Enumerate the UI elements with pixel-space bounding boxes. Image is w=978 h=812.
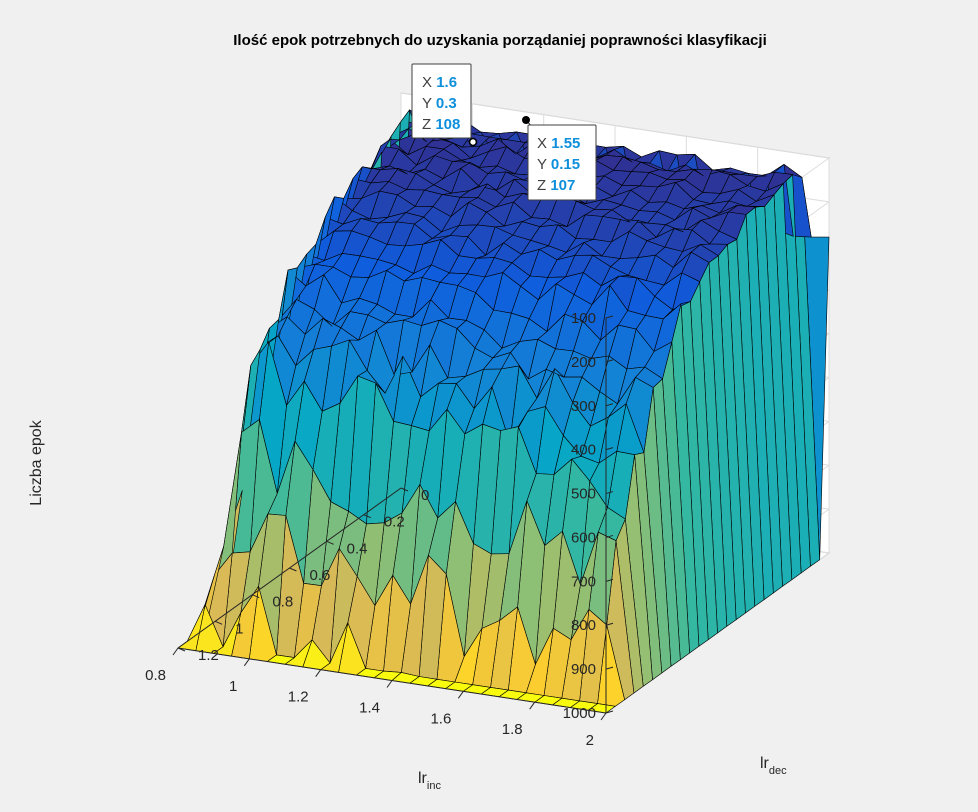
- z-tick-label: 600: [571, 529, 596, 546]
- y-tick-label: 0: [421, 487, 429, 504]
- z-tick-mark: [605, 403, 614, 407]
- y-tick-label: 1.2: [198, 647, 219, 664]
- y-tick-label: 0.6: [310, 567, 331, 584]
- datatip-2-marker[interactable]: [522, 116, 530, 124]
- z-tick-mark: [605, 710, 614, 714]
- surface[interactable]: [177, 109, 830, 714]
- y-tick-mark: [400, 487, 409, 492]
- x-tick-label: 0.8: [145, 667, 166, 684]
- x-tick-mark: [315, 669, 322, 677]
- datatip-1-y: 0.3: [436, 95, 457, 112]
- x-tick-label: 1.2: [288, 689, 309, 706]
- z-tick-mark: [605, 491, 614, 495]
- z-tick-label: 1000: [563, 705, 596, 722]
- z-tick-label: 400: [571, 442, 596, 459]
- svg-text:X 1.6: X 1.6: [422, 74, 457, 91]
- x-tick-mark: [386, 680, 393, 688]
- y-tick-label: 0.8: [272, 594, 293, 611]
- z-tick-label: 800: [571, 617, 596, 634]
- svg-text:Z 108: Z 108: [422, 116, 460, 133]
- x-tick-label: 1: [229, 678, 237, 695]
- y-tick-label: 1: [235, 620, 243, 637]
- svg-text:Z 107: Z 107: [537, 177, 575, 194]
- z-axis-label: Liczba epok: [28, 419, 45, 505]
- chart-title: Ilość epok potrzebnych do uzyskania porz…: [233, 32, 767, 49]
- axis-ticks: 0.8 1 1.2 1.4 1.6 1.8 2 0 0.2 0.4 0.6 0.8 1 1.2 100 200…: [145, 310, 614, 749]
- z-tick-label: 500: [571, 486, 596, 503]
- x-axis-line: [177, 647, 607, 714]
- y-tick-mark: [214, 620, 223, 625]
- datatip-2-y: 0.15: [551, 156, 580, 173]
- x-tick-mark: [457, 691, 464, 699]
- y-tick-mark: [289, 567, 297, 572]
- datatip-1-x: 1.6: [436, 74, 457, 91]
- datatip-2-x: 1.55: [551, 135, 580, 152]
- datatip-1-marker[interactable]: [468, 137, 478, 147]
- svg-text:X 1.55: X 1.55: [537, 135, 580, 152]
- svg-text:Y 0.15: Y 0.15: [537, 156, 580, 173]
- x-tick-label: 1.6: [430, 710, 451, 727]
- z-tick-mark: [605, 666, 614, 670]
- y-tick-mark: [326, 540, 334, 545]
- datatip-1-z: 108: [435, 116, 460, 133]
- x-tick-label: 1.4: [359, 700, 380, 717]
- x-axis-label: lrinc: [418, 770, 441, 792]
- y-tick-label: 0.4: [347, 540, 368, 557]
- y-tick-label: 0.2: [384, 514, 405, 531]
- z-tick-mark: [605, 578, 614, 582]
- z-tick-mark: [605, 315, 614, 319]
- z-tick-mark: [605, 359, 614, 363]
- y-axis-label: lrdec: [760, 755, 787, 777]
- x-tick-mark: [172, 647, 179, 656]
- z-tick-mark: [605, 534, 614, 538]
- y-tick-mark: [363, 514, 372, 519]
- grid-line: [400, 92, 830, 159]
- x-tick-mark: [600, 712, 607, 721]
- datatip-2[interactable]: X 1.55 Y 0.15 Z 107: [522, 116, 597, 201]
- x-tick-label: 2: [586, 732, 594, 749]
- x-tick-label: 1.8: [502, 721, 523, 738]
- z-tick-label: 300: [571, 398, 596, 415]
- z-tick-label: 700: [571, 573, 596, 590]
- y-axis-line: [177, 487, 402, 649]
- datatip-1[interactable]: X 1.6 Y 0.3 Z 108: [411, 63, 478, 147]
- z-tick-label: 900: [571, 661, 596, 678]
- z-tick-mark: [605, 447, 614, 451]
- x-tick-mark: [529, 701, 536, 710]
- y-tick-mark: [177, 647, 186, 652]
- z-tick-label: 200: [571, 354, 596, 371]
- z-tick-label: 100: [571, 310, 596, 327]
- z-tick-mark: [605, 622, 614, 626]
- y-tick-mark: [252, 594, 260, 599]
- x-tick-mark: [243, 658, 250, 667]
- datatip-2-z: 107: [550, 177, 575, 194]
- svg-text:Y 0.3: Y 0.3: [422, 95, 457, 112]
